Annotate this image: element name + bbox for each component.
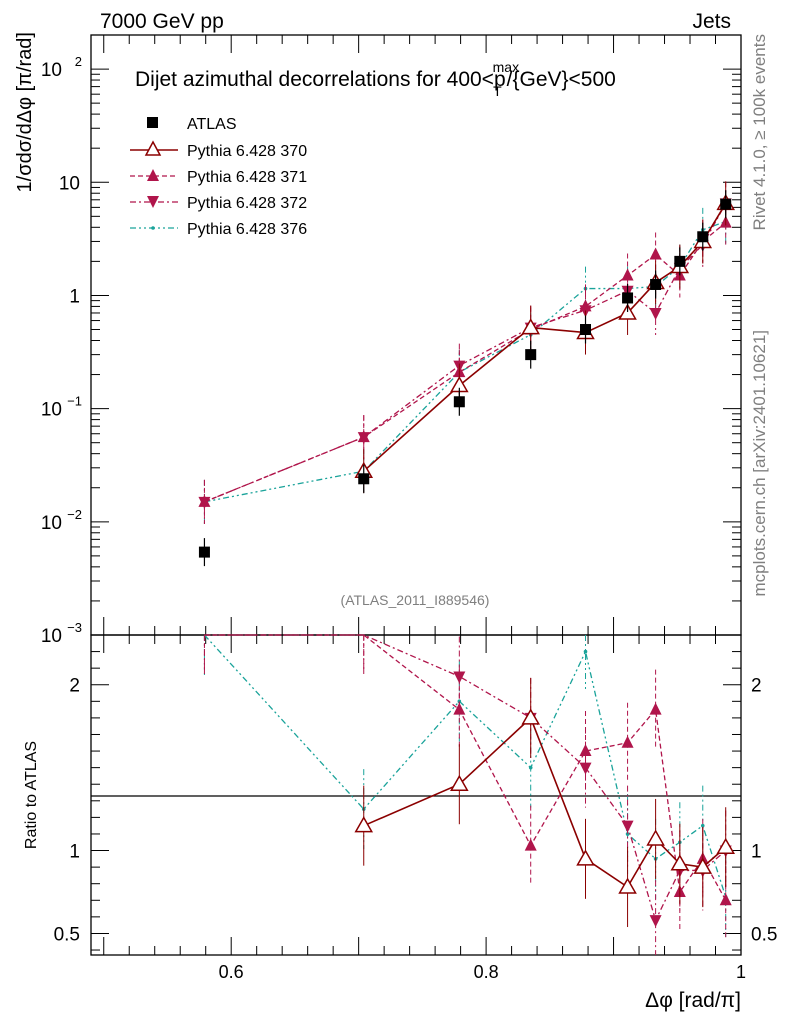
ratio-plot-frame <box>90 634 742 956</box>
series-point <box>621 268 634 281</box>
y-axis-label: 1/σdσ/dΔφ [π/rad] <box>14 32 36 192</box>
ratio-point <box>646 829 665 846</box>
ratio-point <box>576 849 595 866</box>
ratio-point <box>354 816 374 833</box>
ratio-tick-label: 1 <box>69 842 80 863</box>
atlas-point <box>580 324 592 336</box>
legend-label-376: Pythia 6.428 376 <box>187 221 307 238</box>
legend-marker-370 <box>144 140 162 156</box>
ratio-point <box>457 699 462 704</box>
legend-marker-376 <box>151 226 155 230</box>
ratio-point <box>453 671 466 684</box>
y-tick-label: 10 <box>41 400 62 421</box>
x-tick-label: 1 <box>736 962 746 982</box>
legend-label-atlas: ATLAS <box>187 116 237 133</box>
legend: ATLAS Pythia 6.428 370 Pythia 6.428 371 … <box>130 116 307 238</box>
ratio-point <box>618 877 637 894</box>
side-text-upper: Rivet 4.1.0, ≥ 100k events <box>750 34 769 230</box>
ratio-point <box>450 774 469 791</box>
chart-title: Dijet azimuthal decorrelations for 400<p… <box>135 59 616 99</box>
y-tick-label-exponent: −3 <box>67 620 82 635</box>
legend-marker-371 <box>147 169 159 181</box>
atlas-point <box>198 546 210 558</box>
atlas-point <box>674 255 686 267</box>
ratio-point <box>528 765 533 770</box>
ratio-point <box>693 857 713 874</box>
ratio-tick-label: 0.5 <box>54 924 80 945</box>
y-tick-label: 10 <box>59 173 80 194</box>
ratio-point <box>453 702 466 715</box>
x-axis-label: Δφ [rad/π] <box>645 989 741 1012</box>
series-line-main <box>204 220 726 503</box>
ratio-point <box>719 893 732 906</box>
series-point <box>618 303 637 320</box>
series-point <box>357 430 370 443</box>
atlas-point <box>697 231 709 243</box>
y-tick-label: 1 <box>69 286 80 307</box>
ratio-tick-label: 2 <box>69 676 80 697</box>
y-tick-label: 10 <box>41 60 62 81</box>
legend-marker-atlas <box>147 117 158 128</box>
series-line-main <box>363 203 727 472</box>
ratio-point <box>583 649 588 654</box>
y-tick-label-exponent: −2 <box>67 507 82 522</box>
series-point <box>579 299 592 312</box>
series-line-ratio <box>204 634 727 922</box>
ratio-point <box>621 820 634 833</box>
series-line-main <box>204 222 727 503</box>
ratio-point <box>621 735 634 748</box>
ratio-point <box>521 708 540 725</box>
legend-marker-372 <box>147 196 159 208</box>
atlas-point <box>453 396 465 408</box>
y-tick-label: 10 <box>41 513 62 534</box>
header-right: Jets <box>692 10 731 33</box>
ratio-point <box>700 823 705 828</box>
series-point <box>521 318 540 335</box>
series-line-ratio <box>204 634 727 901</box>
ratio-point <box>670 854 690 871</box>
legend-label-370: Pythia 6.428 370 <box>187 143 307 160</box>
analysis-label: (ATLAS_2011_I889546) <box>341 592 490 608</box>
ratio-tick-label-right: 1 <box>751 842 762 863</box>
ratio-point <box>649 702 662 715</box>
atlas-point <box>650 278 662 290</box>
y-tick-label: 10 <box>41 626 62 647</box>
legend-label-371: Pythia 6.428 371 <box>187 169 307 186</box>
ratio-point <box>625 832 630 836</box>
series-point <box>649 307 662 320</box>
x-tick-label: 0.8 <box>474 962 499 982</box>
ratio-point <box>649 915 662 928</box>
ratio-point <box>579 744 592 757</box>
atlas-point <box>525 349 537 361</box>
ratio-tick-label-right: 0.5 <box>751 924 777 945</box>
series-point <box>649 247 662 260</box>
series-point <box>198 494 211 507</box>
ratio-point <box>716 837 735 854</box>
ratio-point <box>524 838 537 851</box>
atlas-point <box>720 198 732 210</box>
series-line-main <box>204 203 727 503</box>
series-line-ratio <box>363 716 727 889</box>
y-tick-label-exponent: −1 <box>67 394 82 409</box>
atlas-point <box>622 292 634 304</box>
header-left: 7000 GeV pp <box>100 10 224 33</box>
series-layer <box>198 181 735 955</box>
ratio-tick-label-right: 2 <box>751 676 762 697</box>
legend-label-372: Pythia 6.428 372 <box>187 195 307 212</box>
ratio-axis-label: Ratio to ATLAS <box>23 741 40 849</box>
y-tick-label-exponent: 2 <box>75 54 82 69</box>
series-line-ratio <box>203 634 727 898</box>
side-text-lower: mcplots.cern.ch [arXiv:2401.10621] <box>750 330 769 596</box>
atlas-point <box>358 473 370 485</box>
x-tick-label: 0.6 <box>219 962 244 982</box>
